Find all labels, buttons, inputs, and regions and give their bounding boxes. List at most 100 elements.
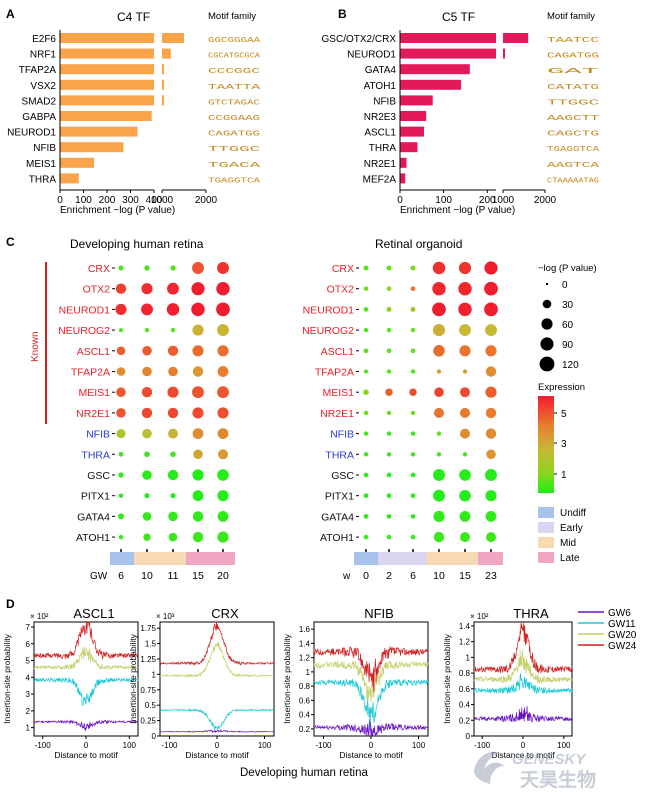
- motif-logo: AAGCTT: [547, 115, 600, 123]
- dot: [217, 324, 229, 337]
- row-label: ATOH1: [76, 532, 110, 544]
- row-label: ASCL1: [321, 346, 354, 358]
- y-tick-label: 6: [26, 640, 31, 649]
- y-tick-label: 1.4: [459, 622, 471, 631]
- x-tick-label: 100: [557, 741, 571, 750]
- y-tick-label: 0.6: [299, 696, 311, 705]
- dot: [432, 302, 446, 317]
- motif-logo: CATATG: [547, 84, 600, 92]
- x-tick-label: 300: [122, 195, 139, 206]
- watermark-logo-icon: [474, 751, 504, 784]
- y-tick-label: 0: [466, 732, 471, 741]
- y-scale-label: × 10²: [30, 612, 49, 621]
- dot: [193, 449, 203, 460]
- series-line: [313, 718, 429, 737]
- dot: [118, 493, 124, 498]
- dot: [142, 346, 152, 356]
- dot: [436, 369, 442, 374]
- dot: [433, 531, 445, 543]
- dot: [485, 511, 497, 522]
- series-line: [313, 646, 429, 692]
- y-tick-label: 0.8: [459, 669, 471, 678]
- dot: [363, 472, 369, 478]
- dot: [434, 387, 444, 397]
- x-axis-label: Distance to motif: [185, 750, 249, 760]
- dot: [410, 472, 416, 478]
- row-label: TFAP2A: [71, 367, 110, 379]
- row-label: THRA: [325, 449, 354, 461]
- row-label: THRA: [81, 449, 110, 461]
- dot: [364, 369, 368, 374]
- bar-label: NEUROD1: [347, 50, 396, 61]
- dot: [459, 511, 471, 522]
- row-label: MEIS1: [78, 387, 110, 399]
- x-tick-label: 0: [369, 741, 374, 750]
- y-axis-label: Insertion-site probability: [128, 633, 138, 724]
- dot: [116, 346, 126, 356]
- dot: [432, 324, 446, 337]
- row-label: OTX2: [327, 284, 355, 296]
- dot: [141, 283, 153, 295]
- x-tick-label: -100: [161, 741, 178, 750]
- dot: [115, 303, 127, 315]
- dot: [363, 493, 369, 499]
- y-tick-label: 1.2: [459, 638, 471, 647]
- chart-b-title: C5 TF: [442, 10, 475, 24]
- dot: [386, 452, 392, 457]
- column-label: 15: [459, 570, 471, 582]
- stage-band: [478, 552, 503, 565]
- dot: [167, 407, 179, 419]
- dot: [433, 345, 445, 357]
- dot: [118, 265, 124, 271]
- dot: [192, 511, 204, 522]
- bar: [400, 79, 462, 90]
- chart-c-left-title: Developing human retina: [70, 237, 204, 251]
- motif-logo: TGAGGTCA: [208, 177, 261, 185]
- dot: [432, 261, 446, 275]
- size-legend: 0 30 60 90 120: [539, 280, 579, 372]
- column-label: 10: [141, 570, 153, 582]
- dot: [167, 282, 179, 295]
- dot: [409, 388, 417, 396]
- known-label: Known: [30, 331, 41, 362]
- dot: [116, 387, 126, 397]
- column-label: 15: [192, 570, 204, 582]
- dot: [363, 514, 369, 519]
- dot: [462, 452, 468, 457]
- y-tick-label: 1.75: [140, 624, 156, 633]
- dot: [386, 348, 392, 354]
- plot-title: THRA: [513, 606, 549, 621]
- y-tick-label: 1: [26, 724, 31, 733]
- row-label: GSC: [87, 470, 110, 482]
- dot: [118, 472, 124, 478]
- dot: [436, 431, 442, 436]
- row-label: ATOH1: [320, 532, 354, 544]
- dot: [168, 511, 178, 522]
- dot: [118, 451, 124, 457]
- size-legend-label: 30: [562, 300, 574, 311]
- dot: [144, 493, 150, 499]
- bar-upper-segment: [162, 33, 184, 43]
- row-label: PITX1: [325, 491, 354, 503]
- dot: [143, 533, 151, 541]
- x-tick-label: 200: [479, 195, 496, 206]
- bar: [60, 126, 138, 137]
- dot: [192, 428, 204, 439]
- row-label: NFIB: [330, 429, 354, 441]
- motif-logo: TAATCC: [547, 37, 600, 45]
- x-tick-label: 100: [258, 741, 272, 750]
- series-line: [33, 646, 139, 671]
- dot: [141, 303, 153, 316]
- stage-band: [134, 552, 160, 565]
- row-label: OTX2: [83, 284, 111, 296]
- column-label: 11: [168, 570, 179, 582]
- dot: [144, 451, 150, 458]
- expression-tick-label: 1: [561, 470, 567, 481]
- dot: [410, 493, 416, 499]
- bar-label: NEUROD1: [7, 128, 56, 139]
- expression-legend-title: Expression: [538, 382, 585, 393]
- dot: [462, 369, 468, 374]
- x-tick-label: 1000: [151, 195, 174, 206]
- row-label: NEUROG2: [58, 325, 110, 337]
